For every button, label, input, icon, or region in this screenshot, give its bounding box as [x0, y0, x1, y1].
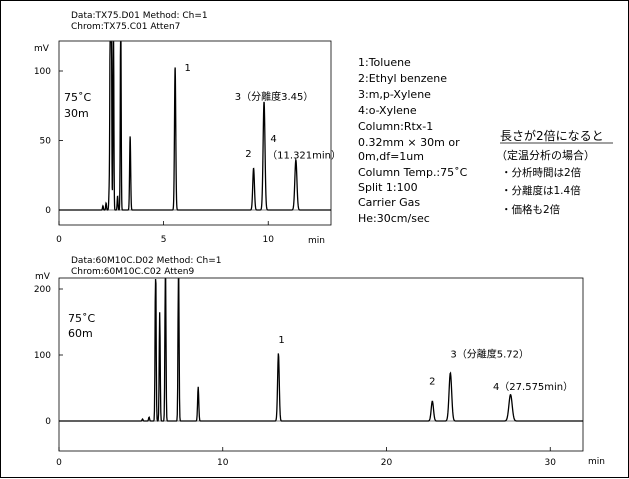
condition-line: 3:m,p-Xylene [358, 88, 431, 101]
notes-bullet: ・分析時間は2倍 [501, 166, 582, 179]
bottom-header-line-1: Data:60M10C.D02 Method: Ch=1 [71, 256, 221, 266]
peak-label: 4（27.575min） [493, 381, 573, 393]
bottom-condition-length: 60m [68, 327, 93, 340]
top-header-line-2: Chrom:TX75.C01 Atten7 [71, 22, 180, 32]
top-header-line-1: Data:TX75.D01 Method: Ch=1 [71, 11, 208, 21]
bottom-axis-ticks: 0 10 20 30 0 100 200 [34, 285, 556, 468]
condition-line: Column Temp.:75˚C [358, 166, 468, 179]
top-condition-temp: 75˚C [64, 91, 91, 104]
bottom-chromatogram-trace [59, 278, 583, 422]
y-tick-label: 100 [34, 351, 51, 361]
peak-label: 3（分離度3.45） [235, 90, 314, 103]
x-tick-label: 10 [217, 458, 229, 468]
peak-label: 2 [429, 377, 435, 388]
top-plot-frame [58, 40, 332, 226]
x-tick-label: 5 [161, 235, 167, 245]
bottom-header-line-2: Chrom:60M10C.C02 Atten9 [71, 267, 195, 277]
notes-block: 長さが2倍になると （定温分析の場合） ・分析時間は2倍 ・分離度は1.4倍 ・… [496, 128, 613, 216]
x-tick-label: 0 [56, 235, 62, 245]
condition-line: Split 1:100 [358, 181, 418, 194]
condition-line: 0m,df=1um [358, 150, 424, 163]
peak-label: 1 [278, 335, 284, 346]
conditions-block: 1:Toluene 2:Ethyl benzene 3:m,p-Xylene 4… [358, 56, 468, 225]
top-chromatogram-trace [59, 41, 331, 211]
notes-subheading: （定温分析の場合） [496, 148, 595, 162]
notes-bullet: ・分離度は1.4倍 [501, 184, 581, 197]
top-x-unit: min [308, 236, 325, 246]
chart-top: Data:TX75.D01 Method: Ch=1 Chrom:TX75.C0… [34, 11, 341, 246]
notes-bullet: ・価格も2倍 [501, 203, 561, 216]
condition-line: 4:o-Xylene [358, 104, 417, 117]
top-y-unit: mV [34, 44, 50, 54]
condition-line: He:30cm/sec [358, 212, 430, 225]
condition-line: 2:Ethyl benzene [358, 72, 447, 85]
notes-heading: 長さが2倍になると [500, 128, 604, 143]
x-tick-label: 20 [381, 458, 393, 468]
peak-label: 4 [270, 134, 276, 145]
x-tick-label: 0 [56, 458, 62, 468]
y-tick-label: 50 [40, 137, 52, 147]
peak-label: （11.321min） [267, 150, 341, 162]
chart-bottom: Data:60M10C.D02 Method: Ch=1 Chrom:60M10… [34, 256, 605, 468]
x-tick-label: 10 [263, 235, 275, 245]
condition-line: Carrier Gas [358, 196, 420, 209]
top-peak-labels: 1 2 3（分離度3.45） 4 （11.321min） [185, 63, 342, 162]
top-condition-length: 30m [64, 107, 89, 120]
peak-label: 3（分離度5.72） [450, 348, 529, 361]
y-tick-label: 100 [34, 67, 51, 77]
peak-label: 1 [185, 63, 191, 74]
condition-line: 0.32mm × 30m or [358, 136, 460, 149]
bottom-plot-frame [58, 277, 584, 452]
condition-line: 1:Toluene [358, 56, 411, 69]
x-tick-label: 30 [545, 458, 557, 468]
bottom-x-unit: min [588, 457, 605, 467]
bottom-condition-temp: 75˚C [68, 312, 95, 325]
bottom-y-unit: mV [35, 272, 51, 282]
y-tick-label: 0 [45, 206, 51, 216]
y-tick-label: 0 [45, 417, 51, 427]
condition-line: Column:Rtx-1 [358, 120, 433, 133]
y-tick-label: 200 [34, 285, 51, 295]
bottom-peak-labels: 1 2 3（分離度5.72） 4（27.575min） [278, 335, 573, 393]
peak-label: 2 [245, 149, 251, 160]
